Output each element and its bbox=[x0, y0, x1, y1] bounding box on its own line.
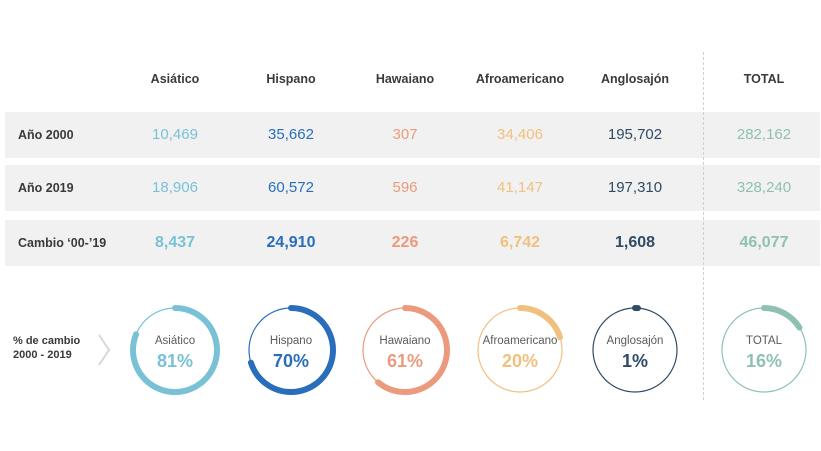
table-cell-afroamericano: 6,742 bbox=[499, 234, 541, 251]
table-cell-afroamericano: 34,406 bbox=[497, 126, 543, 143]
progress-ring-arc bbox=[719, 305, 809, 395]
table-cell-hawaiano: 307 bbox=[392, 126, 418, 143]
column-header-asiatico: Asiático bbox=[150, 72, 200, 86]
column-header-hispano: Hispano bbox=[266, 72, 316, 86]
table-cell-total: 328,240 bbox=[736, 179, 792, 196]
table-cell-total: 46,077 bbox=[739, 234, 789, 251]
table-row bbox=[5, 112, 820, 158]
progress-ring-graphic bbox=[719, 305, 809, 395]
progress-ring-graphic bbox=[246, 305, 336, 395]
table-cell-hawaiano: 596 bbox=[392, 179, 418, 196]
progress-ring-afroamericano: Afroamericano 20% bbox=[474, 304, 566, 396]
table-cell-anglosajon: 195,702 bbox=[607, 126, 663, 143]
progress-ring-hawaiano: Hawaiano 61% bbox=[359, 304, 451, 396]
progress-ring-hispano: Hispano 70% bbox=[245, 304, 337, 396]
column-header-hawaiano: Hawaiano bbox=[375, 72, 435, 86]
progress-ring-label: Asiático bbox=[154, 335, 196, 347]
progress-ring-track bbox=[592, 307, 678, 393]
progress-ring-graphic bbox=[130, 305, 220, 395]
row-label: Año 2019 bbox=[18, 181, 74, 195]
row-label: Cambio ‘00-’19 bbox=[18, 236, 107, 250]
table-cell-asiatico: 18,906 bbox=[152, 179, 198, 196]
progress-ring-arc bbox=[475, 305, 565, 395]
chevron-right-icon bbox=[98, 334, 111, 366]
progress-ring-value: 20% bbox=[501, 351, 539, 371]
table-cell-asiatico: 8,437 bbox=[154, 234, 196, 251]
table-cell-hispano: 60,572 bbox=[268, 179, 314, 196]
table-cell-hispano: 35,662 bbox=[268, 126, 314, 143]
table-cell-hispano: 24,910 bbox=[266, 234, 316, 251]
table-row bbox=[5, 165, 820, 211]
total-divider bbox=[703, 52, 704, 400]
progress-ring-label: Hispano bbox=[269, 335, 313, 347]
progress-ring-value: 61% bbox=[386, 351, 424, 371]
progress-ring-arc bbox=[360, 305, 450, 395]
progress-ring-asiatico: Asiático 81% bbox=[129, 304, 221, 396]
progress-ring-arc bbox=[246, 305, 336, 395]
table-cell-hawaiano: 226 bbox=[391, 234, 419, 251]
table-cell-total: 282,162 bbox=[736, 126, 792, 143]
table-row bbox=[5, 220, 820, 266]
progress-ring-label: TOTAL bbox=[746, 335, 782, 347]
progress-ring-value: 81% bbox=[156, 351, 194, 371]
percent-change-label-line2: 2000 - 2019 bbox=[13, 349, 72, 361]
progress-ring-arc bbox=[130, 305, 220, 395]
progress-ring-value: 1% bbox=[621, 351, 648, 371]
progress-ring-total: TOTAL 16% bbox=[718, 304, 810, 396]
table-cell-anglosajon: 197,310 bbox=[607, 179, 663, 196]
progress-ring-value: 70% bbox=[272, 351, 310, 371]
progress-ring-label: Hawaiano bbox=[379, 335, 431, 347]
table-cell-anglosajon: 1,608 bbox=[614, 234, 656, 251]
progress-ring-anglosajon: Anglosajón 1% bbox=[589, 304, 681, 396]
column-header-afroamericano: Afroamericano bbox=[475, 72, 565, 86]
column-header-total: TOTAL bbox=[743, 72, 785, 86]
progress-ring-label: Afroamericano bbox=[482, 335, 558, 347]
row-label: Año 2000 bbox=[18, 128, 74, 142]
percent-change-label-line1: % de cambio bbox=[13, 335, 81, 347]
progress-ring-graphic bbox=[475, 305, 565, 395]
table-cell-asiatico: 10,469 bbox=[152, 126, 198, 143]
progress-ring-label: Anglosajón bbox=[606, 335, 664, 347]
progress-ring-value: 16% bbox=[745, 351, 783, 371]
table-cell-afroamericano: 41,147 bbox=[497, 179, 543, 196]
column-header-anglosajon: Anglosajón bbox=[600, 72, 670, 86]
progress-ring-graphic bbox=[360, 305, 450, 395]
progress-ring-graphic bbox=[590, 305, 680, 395]
progress-ring-arc bbox=[590, 305, 680, 395]
percent-change-label: % de cambio 2000 - 2019 bbox=[13, 334, 80, 362]
